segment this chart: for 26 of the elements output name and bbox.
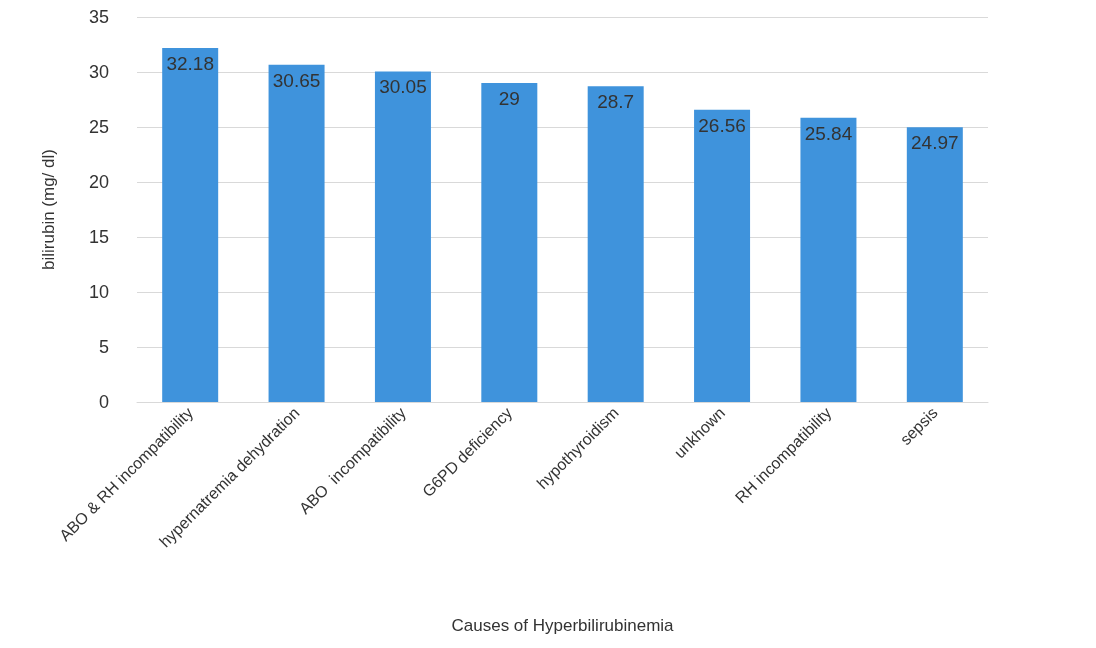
bar (694, 109, 751, 402)
y-tick-label: 30 (88, 62, 109, 82)
y-tick-label: 20 (88, 172, 109, 192)
bar (800, 117, 857, 402)
data-label: 30.65 (272, 69, 321, 91)
y-tick-label: 15 (88, 227, 109, 247)
data-label: 28.7 (597, 91, 635, 113)
y-tick-label: 10 (88, 282, 109, 302)
bar (906, 127, 963, 402)
data-label: 26.56 (698, 114, 746, 136)
y-tick-label: 35 (88, 7, 109, 27)
bar (374, 71, 431, 402)
data-label: 25.84 (804, 122, 853, 144)
y-tick-label: 0 (98, 392, 109, 412)
data-label: 30.05 (379, 76, 427, 98)
bar (587, 86, 644, 402)
y-tick-label: 5 (98, 337, 109, 357)
bar (162, 48, 219, 402)
data-label: 32.18 (166, 53, 214, 75)
data-label: 24.97 (911, 132, 959, 154)
bar (481, 83, 538, 402)
y-axis-title: bilirubin (mg/ dl) (39, 149, 58, 270)
bar (268, 64, 325, 402)
y-tick-label: 25 (88, 117, 109, 137)
x-axis-title: Causes of Hyperbilirubinemia (451, 616, 675, 635)
data-label: 29 (498, 88, 520, 109)
